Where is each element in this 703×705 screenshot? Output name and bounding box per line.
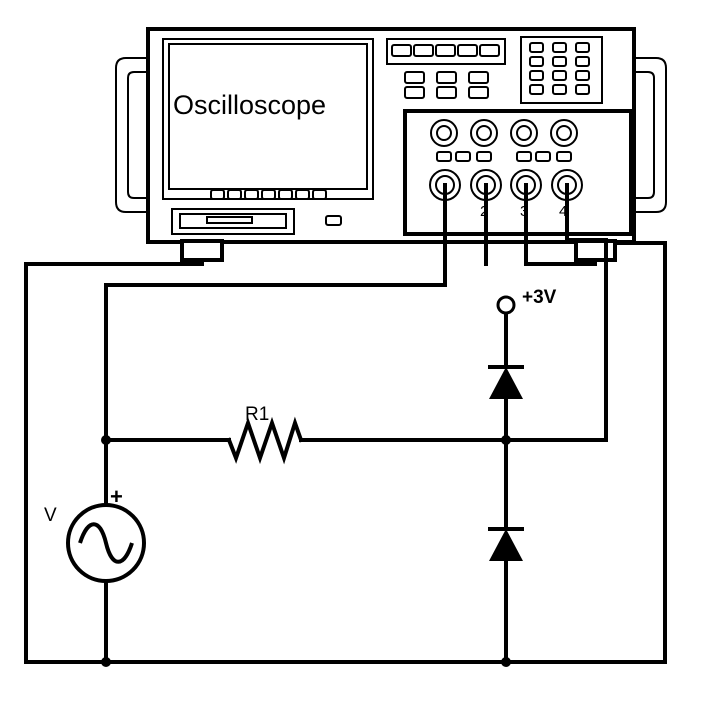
wires [24, 183, 667, 664]
oscilloscope: Oscilloscope [115, 27, 667, 262]
power-button[interactable] [325, 215, 342, 226]
left-handle-inner [127, 71, 150, 199]
diode-lower [488, 527, 524, 561]
source-label: V [44, 505, 57, 526]
channel-label-4: 4 [559, 203, 567, 220]
top-button-bank[interactable] [386, 38, 506, 65]
resistor-label: R1 [245, 404, 269, 425]
sine-wave-icon [78, 522, 134, 564]
resistor-r1 [226, 416, 304, 465]
scope-title: Oscilloscope [173, 90, 326, 120]
wire-ch3-probe [524, 183, 597, 266]
ac-voltage-source [66, 503, 146, 583]
source-polarity: + [110, 484, 123, 509]
wire-ch4-probe [565, 183, 608, 442]
supply-label: +3V [522, 287, 557, 308]
right-handle [632, 57, 667, 213]
wire-ground-loop [24, 241, 667, 664]
right-handle-inner [632, 71, 655, 199]
function-buttons[interactable] [404, 71, 489, 99]
wire-ch1-probe [104, 183, 447, 442]
left-handle [115, 57, 150, 213]
channel-buttons[interactable] [436, 151, 572, 162]
diode-upper [488, 365, 524, 399]
scope-screen [168, 43, 368, 190]
supply-terminal [496, 295, 516, 315]
channel-knobs[interactable] [430, 119, 578, 147]
keypad[interactable] [520, 36, 603, 104]
junction-dots [101, 435, 511, 667]
ground-lug-left [180, 239, 224, 262]
softkey-row[interactable] [210, 189, 327, 200]
media-drive [171, 208, 295, 235]
ground-lug-right [574, 239, 617, 262]
